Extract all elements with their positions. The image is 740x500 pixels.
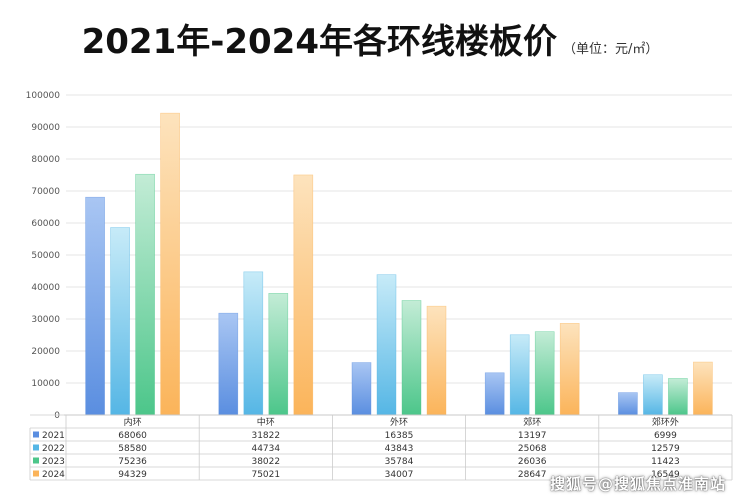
bar-2021-2 — [351, 362, 372, 416]
y-tick-label: 70000 — [31, 187, 60, 197]
bar-2023-0 — [135, 173, 155, 416]
x-category-label: 郊环外 — [652, 416, 679, 428]
bar-2022-3 — [509, 334, 530, 416]
data-label: 16549 — [651, 470, 680, 480]
y-tick-label: 20000 — [31, 347, 60, 357]
bar-2023-2 — [401, 300, 422, 416]
bar-2023-3 — [534, 331, 555, 416]
chart-title: 2021年-2024年各环线楼板价 — [81, 22, 557, 62]
data-label: 75021 — [251, 470, 280, 480]
bar-2024-2 — [426, 305, 447, 416]
y-tick-label: 60000 — [31, 219, 60, 229]
y-tick-label: 80000 — [31, 155, 60, 165]
bar-2022-0 — [110, 227, 130, 416]
bar-2023-4 — [668, 378, 688, 416]
legend-label-2024: 2024 — [42, 470, 65, 480]
bar-2021-4 — [618, 392, 638, 416]
bar-2022-2 — [376, 274, 397, 416]
legend-label-2022: 2022 — [42, 444, 65, 454]
x-category-label: 中环 — [257, 416, 275, 428]
bar-2022-1 — [243, 271, 264, 416]
y-tick-label: 90000 — [31, 123, 60, 133]
y-tick-label: 50000 — [31, 251, 60, 261]
legend-swatch-2023 — [33, 457, 39, 464]
y-tick-label: 10000 — [31, 379, 60, 389]
legend-label-2023: 2023 — [42, 457, 65, 467]
y-tick-label: 40000 — [31, 283, 60, 293]
data-label: 38022 — [251, 457, 280, 467]
data-label: 35784 — [385, 457, 414, 467]
data-label: 6999 — [654, 431, 677, 441]
y-tick-label: 0 — [54, 411, 60, 421]
data-label: 13197 — [518, 431, 547, 441]
legend-swatch-2022 — [33, 444, 39, 451]
bar-2022-4 — [643, 374, 663, 416]
legend-swatch-2021 — [33, 431, 39, 438]
data-label: 43843 — [385, 444, 414, 454]
data-label: 31822 — [251, 431, 280, 441]
data-label: 28647 — [518, 470, 547, 480]
bar-2021-1 — [218, 312, 239, 416]
data-label: 44734 — [251, 444, 280, 454]
data-label: 68060 — [118, 431, 147, 441]
x-category-label: 内环 — [124, 416, 142, 428]
bar-2024-4 — [693, 361, 713, 416]
bar-2021-0 — [85, 196, 105, 416]
y-tick-label: 30000 — [31, 315, 60, 325]
data-label: 25068 — [518, 444, 547, 454]
data-label: 16385 — [385, 431, 414, 441]
data-label: 34007 — [385, 470, 414, 480]
data-label: 12579 — [651, 444, 680, 454]
x-category-label: 郊环 — [523, 416, 541, 428]
data-label: 58580 — [118, 444, 147, 454]
y-tick-label: 100000 — [26, 91, 61, 101]
title-row: 2021年-2024年各环线楼板价 （单位：元/㎡） — [0, 14, 740, 64]
data-label: 75236 — [118, 457, 147, 467]
bar-2024-1 — [293, 174, 314, 416]
bar-2024-0 — [160, 112, 180, 416]
chart-unit: （单位：元/㎡） — [562, 42, 659, 57]
legend-label-2021: 2021 — [42, 431, 65, 441]
bar-2024-3 — [559, 323, 580, 416]
data-label: 11423 — [651, 457, 680, 467]
legend-swatch-2024 — [33, 470, 39, 477]
x-category-label: 外环 — [390, 416, 408, 428]
data-label: 94329 — [118, 470, 147, 480]
bar-2023-1 — [268, 293, 289, 416]
data-label: 26036 — [518, 457, 547, 467]
watermark: 搜狐号@搜狐焦点淮南站 — [549, 475, 726, 493]
bar-2021-3 — [484, 372, 505, 416]
